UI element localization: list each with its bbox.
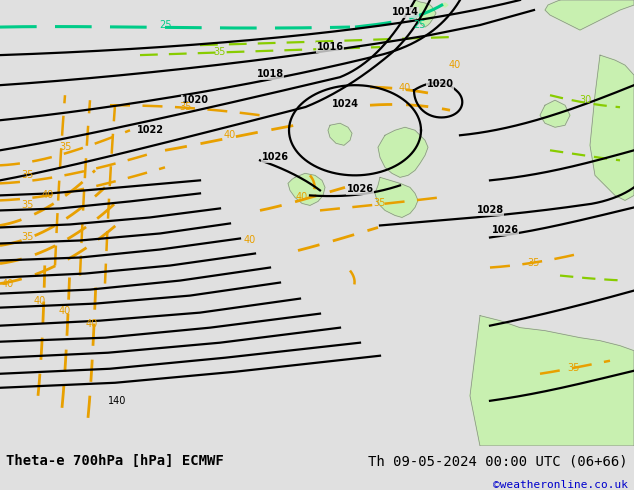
Text: 25: 25 <box>414 20 426 30</box>
Text: 40: 40 <box>296 193 308 202</box>
Polygon shape <box>540 100 570 127</box>
Text: 140: 140 <box>108 396 126 406</box>
Text: 35: 35 <box>527 258 539 268</box>
Text: 35: 35 <box>59 142 71 152</box>
Text: 40: 40 <box>244 236 256 245</box>
Text: 40: 40 <box>224 130 236 140</box>
Text: 1026: 1026 <box>491 225 519 236</box>
Text: 30: 30 <box>579 95 591 105</box>
Text: 1014: 1014 <box>392 7 418 17</box>
Text: 40: 40 <box>34 295 46 306</box>
Text: 40: 40 <box>399 83 411 93</box>
Text: 1026: 1026 <box>347 184 373 195</box>
Text: 40: 40 <box>2 279 14 289</box>
Text: 1016: 1016 <box>316 42 344 52</box>
Text: 40: 40 <box>449 60 461 70</box>
Text: 1018: 1018 <box>256 69 283 79</box>
Polygon shape <box>545 0 634 30</box>
Text: 35: 35 <box>22 200 34 210</box>
Text: 1020: 1020 <box>427 79 453 89</box>
Text: 1026: 1026 <box>261 152 288 162</box>
Text: 35: 35 <box>567 363 579 373</box>
Text: 40: 40 <box>59 306 71 316</box>
Text: 25: 25 <box>158 20 171 30</box>
Polygon shape <box>375 177 418 218</box>
Text: 1028: 1028 <box>476 205 503 216</box>
Polygon shape <box>470 316 634 446</box>
Polygon shape <box>288 173 325 205</box>
Text: Th 09-05-2024 00:00 UTC (06+66): Th 09-05-2024 00:00 UTC (06+66) <box>368 454 628 468</box>
Polygon shape <box>328 123 352 146</box>
Polygon shape <box>378 127 428 177</box>
Text: 1020: 1020 <box>181 95 209 105</box>
Polygon shape <box>440 3 448 7</box>
Text: 35: 35 <box>22 171 34 180</box>
Text: 1024: 1024 <box>332 99 358 109</box>
Text: 40: 40 <box>42 191 54 200</box>
Text: Theta-e 700hPa [hPa] ECMWF: Theta-e 700hPa [hPa] ECMWF <box>6 454 224 468</box>
Polygon shape <box>412 0 436 27</box>
Text: 1022: 1022 <box>136 125 164 135</box>
Text: ©weatheronline.co.uk: ©weatheronline.co.uk <box>493 480 628 490</box>
Text: 35: 35 <box>22 232 34 243</box>
Text: 35: 35 <box>374 198 386 208</box>
Text: 35: 35 <box>179 102 191 112</box>
Text: 40: 40 <box>86 318 98 329</box>
Polygon shape <box>590 55 634 200</box>
Text: 35: 35 <box>214 47 226 57</box>
